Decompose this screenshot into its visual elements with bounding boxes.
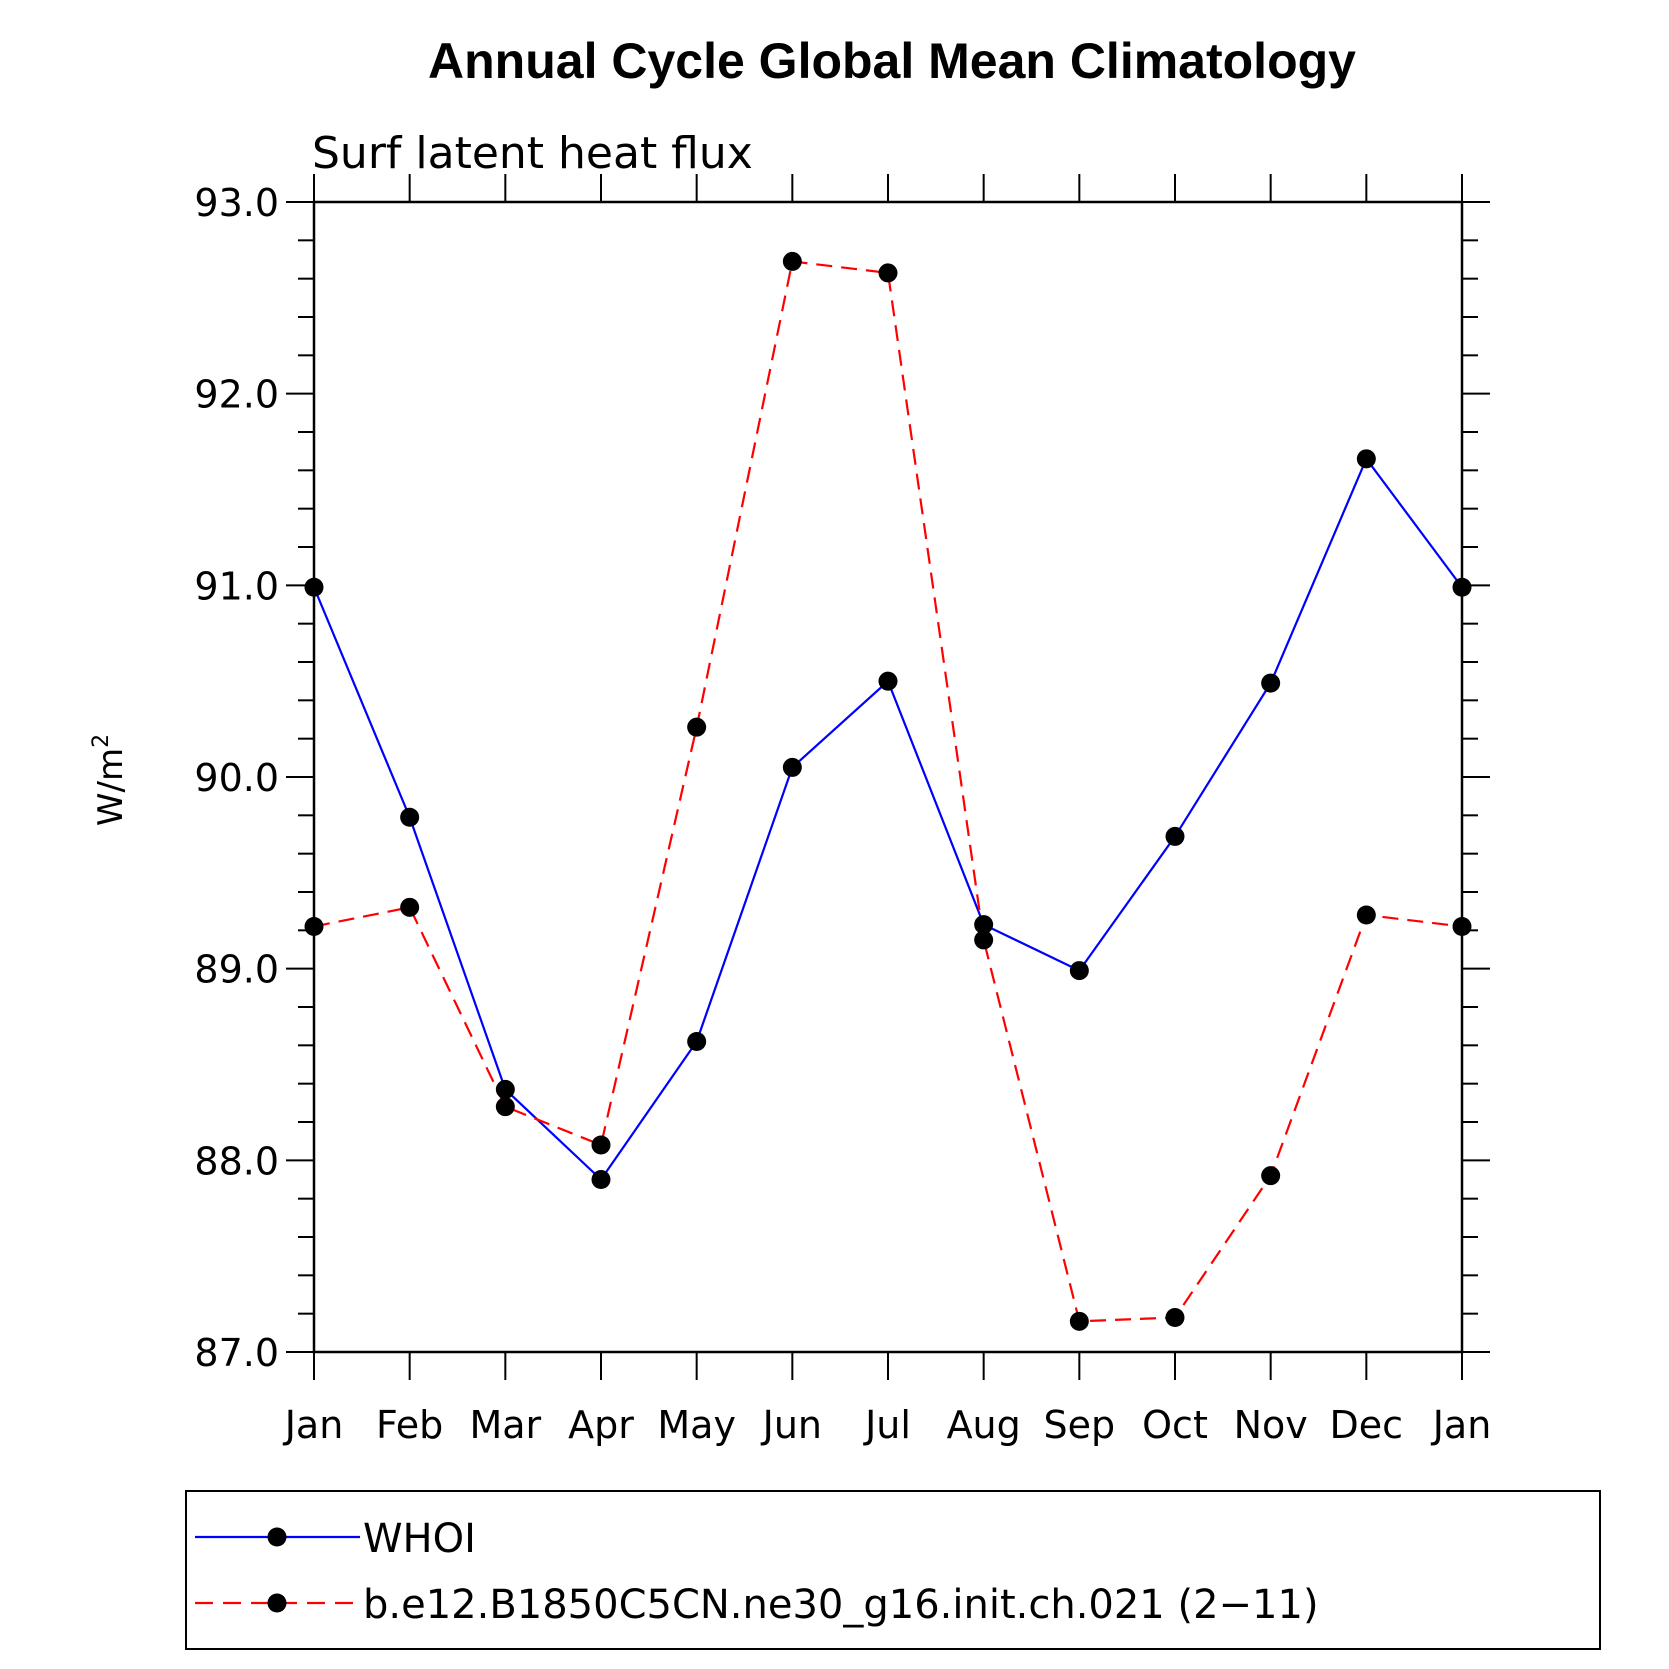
- data-point-series-1: [1452, 917, 1472, 936]
- data-point-series-1: [687, 717, 707, 737]
- x-tick-label: Jul: [863, 1403, 911, 1447]
- data-point-series-0: [1069, 961, 1089, 981]
- x-tick-label: Oct: [1142, 1403, 1208, 1447]
- legend-marker-1: [267, 1593, 287, 1613]
- data-point-series-1: [1261, 1166, 1281, 1186]
- x-tick-label: Feb: [376, 1403, 443, 1447]
- series-line-1: [313, 260, 1463, 1323]
- y-tick-label: 93.0: [194, 181, 279, 225]
- data-point-series-1: [591, 1135, 611, 1155]
- series-line-0: [312, 456, 1463, 1182]
- data-point-series-1: [878, 263, 898, 283]
- data-point-series-0: [687, 1032, 707, 1051]
- y-axis-label-superscript: 2: [89, 734, 114, 748]
- data-point-series-1: [1356, 905, 1376, 925]
- data-point-series-0: [782, 757, 802, 777]
- y-tick-label: 91.0: [194, 564, 279, 608]
- data-point-series-1: [1069, 1311, 1089, 1331]
- x-tick-label: Apr: [568, 1403, 634, 1447]
- y-axis-label-text: W/m: [91, 748, 131, 826]
- chart-subtitle: Surf latent heat flux: [312, 128, 753, 179]
- data-point-series-1: [782, 251, 802, 271]
- x-tick-label: Jun: [761, 1403, 822, 1447]
- y-tick-label: 90.0: [194, 756, 279, 800]
- x-tick-label: Nov: [1234, 1403, 1308, 1447]
- chart-title: Annual Cycle Global Mean Climatology: [428, 33, 1356, 89]
- data-point-series-1: [304, 917, 324, 936]
- data-point-series-0: [1452, 577, 1472, 597]
- x-tick-label: Sep: [1044, 1403, 1116, 1447]
- y-tick-label: 92.0: [194, 373, 279, 417]
- data-point-series-1: [495, 1097, 515, 1117]
- data-point-series-1: [974, 930, 994, 950]
- data-point-series-0: [400, 807, 420, 827]
- data-point-series-0: [1165, 826, 1185, 846]
- x-tick-label: Aug: [947, 1403, 1021, 1447]
- x-tick-label: Mar: [469, 1403, 541, 1447]
- legend-box: [185, 1490, 1601, 1650]
- data-point-series-0: [591, 1170, 611, 1189]
- y-tick-label: 87.0: [194, 1331, 279, 1375]
- legend-marker-0: [267, 1527, 287, 1547]
- data-point-series-0: [878, 671, 898, 691]
- data-point-series-1: [400, 897, 420, 917]
- data-point-series-1: [1165, 1308, 1185, 1327]
- data-point-series-0: [495, 1079, 515, 1099]
- legend-label-0: WHOI: [363, 1516, 476, 1562]
- plot-frame: [312, 200, 1464, 1354]
- data-point-series-0: [1356, 449, 1376, 469]
- y-axis-label: W/m2: [89, 734, 131, 826]
- x-tick-label: Jan: [1431, 1403, 1492, 1447]
- data-point-series-0: [1261, 673, 1281, 693]
- data-point-series-0: [974, 915, 994, 935]
- x-tick-label: Dec: [1330, 1403, 1404, 1447]
- legend-label-1: b.e12.B1850C5CN.ne30_g16.init.ch.021 (2−…: [363, 1582, 1319, 1628]
- x-tick-label: May: [657, 1403, 736, 1447]
- data-point-series-0: [304, 577, 324, 597]
- x-tick-label: Jan: [283, 1403, 344, 1447]
- y-tick-label: 88.0: [194, 1139, 279, 1183]
- y-tick-label: 89.0: [194, 948, 279, 992]
- svg-text:W/m2: W/m2: [89, 734, 131, 826]
